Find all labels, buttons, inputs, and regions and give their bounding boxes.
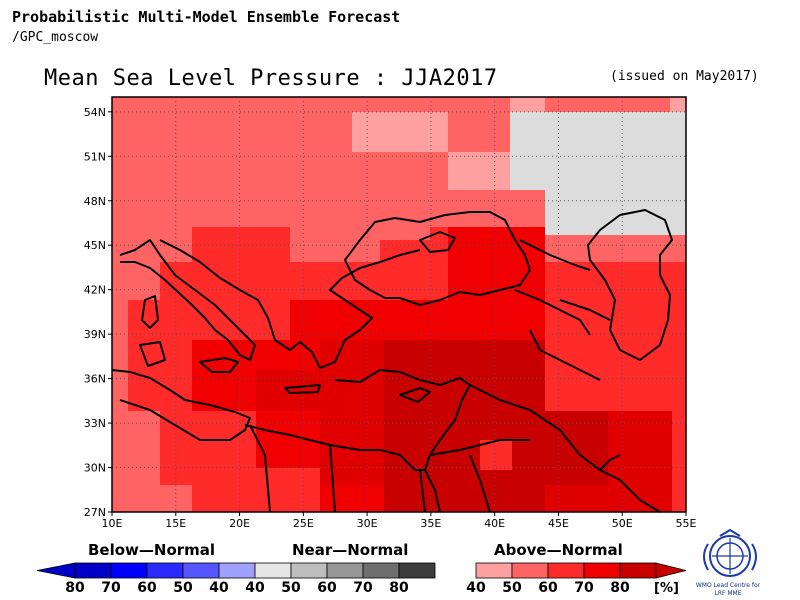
lon-tick-label: 40E bbox=[484, 517, 505, 530]
legend-tick-label: 70 bbox=[574, 580, 594, 596]
legend-swatch bbox=[74, 562, 112, 579]
legend-tick-label: 80 bbox=[610, 580, 630, 596]
lat-tick-label: 39N bbox=[84, 328, 106, 341]
product-source: /GPC_moscow bbox=[12, 30, 99, 45]
lon-tick-label: 50E bbox=[612, 517, 633, 530]
lat-tick-label: 33N bbox=[84, 417, 106, 430]
logo-caption-line1: WMO Lead Centre for bbox=[695, 582, 761, 589]
lon-tick-label: 30E bbox=[357, 517, 378, 530]
lon-tick-label: 55E bbox=[676, 517, 697, 530]
legend-tick-label: 40 bbox=[245, 580, 265, 596]
legend-swatch bbox=[110, 562, 148, 579]
legend-swatch bbox=[218, 562, 256, 579]
lat-tick-label: 54N bbox=[84, 106, 106, 119]
lon-tick-label: 25E bbox=[293, 517, 314, 530]
lat-tick-label: 36N bbox=[84, 373, 106, 386]
legend-arrow bbox=[655, 562, 687, 579]
legend-swatch bbox=[583, 562, 621, 579]
lon-tick-label: 45E bbox=[548, 517, 569, 530]
longitude-axis: 10E 15E 20E 25E 30E 35E 40E 45E 50E 55E bbox=[102, 512, 697, 530]
legend-swatch bbox=[619, 562, 657, 579]
latitude-axis: 54N 51N 48N 45N 42N 39N 36N 33N 30N 27N bbox=[84, 106, 112, 519]
lon-tick-label: 10E bbox=[102, 517, 123, 530]
legend-near-normal: 40 50 60 70 80 bbox=[245, 562, 436, 596]
legend-tick-label: 40 bbox=[209, 580, 229, 596]
legend-below-label: Below—Normal bbox=[88, 541, 216, 559]
legend-above-normal: 40 50 60 70 80 [%] bbox=[466, 562, 687, 596]
lat-tick-label: 42N bbox=[84, 284, 106, 297]
legend-unit: [%] bbox=[654, 581, 679, 596]
lat-tick-label: 45N bbox=[84, 239, 106, 252]
legend-swatch bbox=[254, 562, 292, 579]
coastlines bbox=[111, 209, 673, 513]
legend-swatch bbox=[326, 562, 364, 579]
legend-swatch bbox=[511, 562, 549, 579]
probability-field bbox=[112, 97, 686, 512]
legend-swatch bbox=[290, 562, 328, 579]
logo-caption-line2: LRF MME bbox=[714, 590, 742, 597]
wmo-logo-icon bbox=[690, 528, 770, 598]
legend-swatch bbox=[146, 562, 184, 579]
lon-tick-label: 15E bbox=[165, 517, 186, 530]
legend-tick-label: 50 bbox=[281, 580, 301, 596]
legend-tick-label: 70 bbox=[353, 580, 373, 596]
legend-swatch bbox=[182, 562, 220, 579]
legend-near-label: Near—Normal bbox=[292, 541, 409, 559]
legend-tick-label: 70 bbox=[101, 580, 121, 596]
lat-tick-label: 27N bbox=[84, 506, 106, 519]
lat-tick-label: 30N bbox=[84, 462, 106, 475]
legend-below-normal: 80 70 60 50 40 bbox=[36, 562, 256, 596]
legend-tick-label: 60 bbox=[538, 580, 558, 596]
legend-swatch bbox=[475, 562, 513, 579]
legend-swatch bbox=[547, 562, 585, 579]
legend-tick-label: 40 bbox=[466, 580, 486, 596]
product-title: Probabilistic Multi-Model Ensemble Forec… bbox=[12, 8, 401, 26]
legend-swatch bbox=[362, 562, 400, 579]
legend-tick-label: 60 bbox=[317, 580, 337, 596]
legend-swatch bbox=[398, 562, 436, 579]
legend-arrow bbox=[36, 562, 76, 579]
legend-above-label: Above—Normal bbox=[494, 541, 623, 559]
map-frame bbox=[111, 96, 687, 513]
lat-tick-label: 48N bbox=[84, 195, 106, 208]
lon-tick-label: 20E bbox=[229, 517, 250, 530]
issued-date: (issued on May2017) bbox=[610, 69, 759, 84]
legend-tick-label: 80 bbox=[389, 580, 409, 596]
legend-tick-label: 50 bbox=[173, 580, 193, 596]
legend-tick-label: 80 bbox=[65, 580, 85, 596]
map-title: Mean Sea Level Pressure : JJA2017 bbox=[44, 66, 498, 91]
lat-tick-label: 51N bbox=[84, 150, 106, 163]
legend-tick-label: 50 bbox=[502, 580, 522, 596]
lon-tick-label: 35E bbox=[420, 517, 441, 530]
legend-tick-label: 60 bbox=[137, 580, 157, 596]
